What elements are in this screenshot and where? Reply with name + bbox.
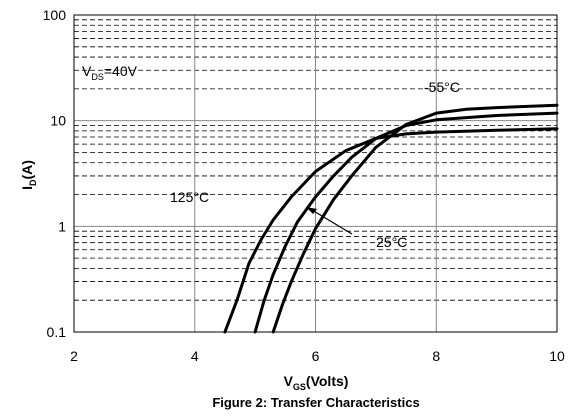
y-tick-label: 1: [58, 218, 66, 234]
x-tick-label: 2: [70, 348, 78, 364]
tick-labels: 2 4 6 8 10 0.1 1 10 100: [43, 7, 565, 364]
annotation-arrow-head: [306, 207, 317, 214]
temp-label-minus55: -55°C: [424, 79, 460, 95]
series-line-1: [253, 111, 559, 334]
vds-annotation: VDS=40V: [82, 63, 138, 82]
series-line-0: [223, 127, 559, 334]
x-tick-label: 8: [432, 348, 440, 364]
temp-label-25: 25°C: [376, 234, 407, 250]
y-tick-label: 10: [50, 113, 66, 129]
annotation-arrow-line: [311, 209, 353, 235]
series-line-2: [271, 103, 559, 334]
x-tick-label: 6: [312, 348, 320, 364]
figure-caption: Figure 2: Transfer Characteristics: [212, 395, 419, 410]
temp-label-125: 125°C: [170, 189, 209, 205]
y-tick-label: 100: [43, 7, 67, 23]
y-axis-label: ID(A): [19, 160, 38, 190]
plot-frame: [73, 14, 558, 333]
series-group: [223, 103, 559, 334]
plot-border: [73, 14, 558, 333]
x-tick-label: 4: [191, 348, 199, 364]
x-tick-label: 10: [549, 348, 565, 364]
x-axis-label: VGS(Volts): [284, 373, 349, 392]
y-tick-label: 0.1: [47, 324, 67, 340]
